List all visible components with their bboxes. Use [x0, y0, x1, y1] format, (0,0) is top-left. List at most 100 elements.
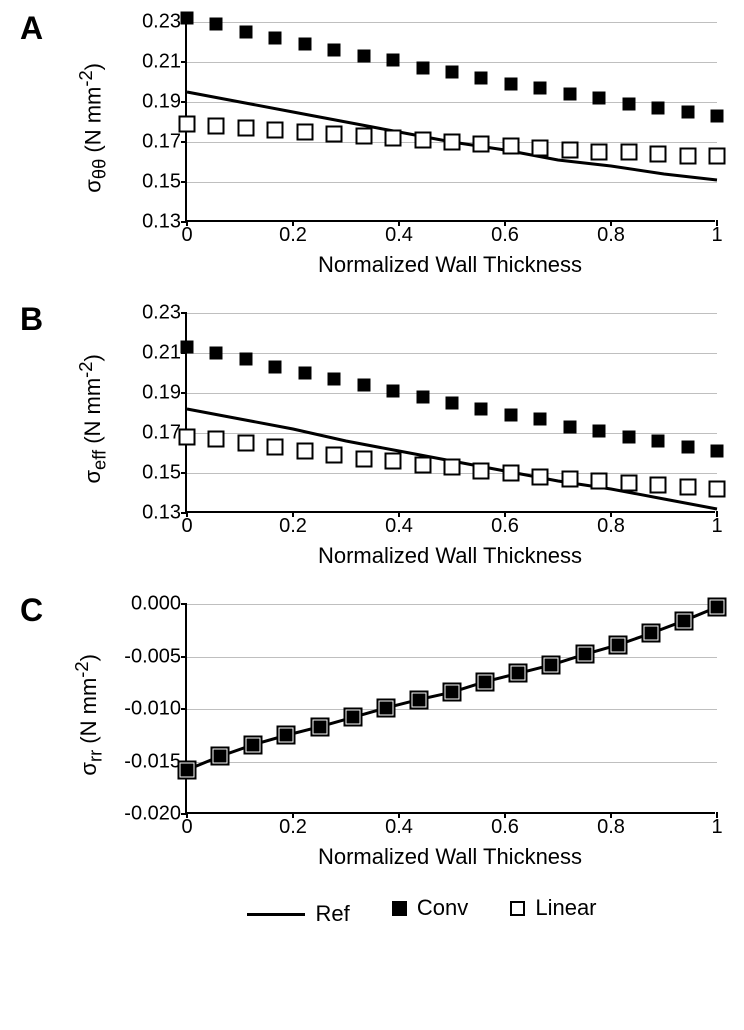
marker-conv [357, 50, 370, 63]
plot-area: 0.130.150.170.190.210.2300.20.40.60.81 [185, 22, 715, 222]
marker-linear [179, 116, 196, 133]
marker-linear [296, 124, 313, 141]
marker-linear [237, 435, 254, 452]
y-tick-label: 0.23 [142, 302, 187, 325]
x-tick-label: 0.6 [491, 511, 519, 538]
x-tick-label: 0.2 [279, 812, 307, 839]
marker-conv [239, 26, 252, 39]
marker-conv [346, 711, 359, 724]
y-tick-label: 0.19 [142, 91, 187, 114]
panel-a: A 0.130.150.170.190.210.2300.20.40.60.81… [20, 10, 724, 295]
marker-conv [622, 431, 635, 444]
marker-linear [414, 457, 431, 474]
marker-conv [504, 409, 517, 422]
marker-conv [677, 614, 690, 627]
marker-conv [379, 701, 392, 714]
panel-label-c: C [20, 592, 43, 629]
marker-conv [593, 92, 606, 105]
y-tick-label: 0.13 [142, 502, 187, 525]
x-tick-label: 0 [181, 220, 192, 247]
x-tick-label: 0.8 [597, 812, 625, 839]
marker-linear [650, 477, 667, 494]
marker-linear [473, 463, 490, 480]
marker-conv [280, 729, 293, 742]
marker-conv [475, 72, 488, 85]
y-tick-label: 0.21 [142, 51, 187, 74]
marker-linear [502, 465, 519, 482]
marker-linear [355, 451, 372, 468]
marker-conv [239, 353, 252, 366]
marker-conv [446, 686, 459, 699]
panel-label-b: B [20, 301, 43, 338]
marker-conv [446, 66, 459, 79]
x-axis-label: Normalized Wall Thickness [318, 252, 582, 278]
marker-linear [208, 118, 225, 135]
marker-conv [475, 403, 488, 416]
legend-linear-label: Linear [535, 895, 596, 921]
y-tick-label: -0.020 [124, 803, 187, 826]
marker-conv [387, 54, 400, 67]
marker-linear [679, 479, 696, 496]
x-tick-label: 0.2 [279, 511, 307, 538]
marker-conv [652, 435, 665, 448]
marker-linear [591, 144, 608, 161]
marker-conv [504, 78, 517, 91]
marker-linear [326, 447, 343, 464]
y-axis-label: σθθ (N mm-2) [75, 63, 111, 193]
marker-conv [298, 367, 311, 380]
marker-conv [652, 102, 665, 115]
x-tick-label: 0.8 [597, 511, 625, 538]
y-tick-label: 0.15 [142, 462, 187, 485]
marker-conv [210, 347, 223, 360]
x-tick-label: 0.4 [385, 812, 413, 839]
y-tick-label: 0.000 [131, 593, 187, 616]
marker-linear [561, 142, 578, 159]
marker-conv [328, 44, 341, 57]
ref-line-icon [247, 913, 305, 916]
marker-linear [267, 122, 284, 139]
x-tick-label: 0.4 [385, 511, 413, 538]
y-tick-label: 0.13 [142, 211, 187, 234]
marker-conv [214, 750, 227, 763]
marker-linear [355, 128, 372, 145]
marker-conv [181, 12, 194, 25]
x-tick-label: 0 [181, 812, 192, 839]
legend-conv: Conv [392, 895, 468, 921]
legend-ref-label: Ref [315, 901, 349, 927]
marker-linear [414, 132, 431, 149]
marker-conv [593, 425, 606, 438]
legend: Ref Conv Linear [20, 895, 744, 927]
x-tick-label: 0.2 [279, 220, 307, 247]
marker-conv [416, 391, 429, 404]
marker-linear [179, 429, 196, 446]
y-tick-label: -0.005 [124, 645, 187, 668]
x-tick-label: 0.6 [491, 220, 519, 247]
marker-conv [545, 658, 558, 671]
y-axis-label: σeff (N mm-2) [75, 354, 111, 483]
y-tick-label: 0.17 [142, 131, 187, 154]
marker-linear [650, 146, 667, 163]
open-square-icon [510, 901, 525, 916]
marker-conv [578, 648, 591, 661]
marker-conv [711, 445, 724, 458]
x-tick-label: 0.8 [597, 220, 625, 247]
panel-c: C -0.020-0.015-0.010-0.0050.00000.20.40.… [20, 592, 724, 887]
x-tick-label: 1 [711, 511, 722, 538]
marker-conv [622, 98, 635, 111]
y-tick-label: 0.15 [142, 171, 187, 194]
marker-conv [479, 675, 492, 688]
marker-conv [328, 373, 341, 386]
y-tick-label: 0.19 [142, 382, 187, 405]
marker-conv [611, 638, 624, 651]
marker-linear [296, 443, 313, 460]
marker-conv [210, 18, 223, 31]
marker-conv [711, 110, 724, 123]
plot-area: 0.130.150.170.190.210.2300.20.40.60.81 [185, 313, 715, 513]
marker-linear [444, 459, 461, 476]
x-tick-label: 1 [711, 812, 722, 839]
marker-conv [412, 693, 425, 706]
marker-conv [644, 627, 657, 640]
ref-line [187, 604, 717, 814]
marker-conv [534, 413, 547, 426]
marker-linear [679, 148, 696, 165]
